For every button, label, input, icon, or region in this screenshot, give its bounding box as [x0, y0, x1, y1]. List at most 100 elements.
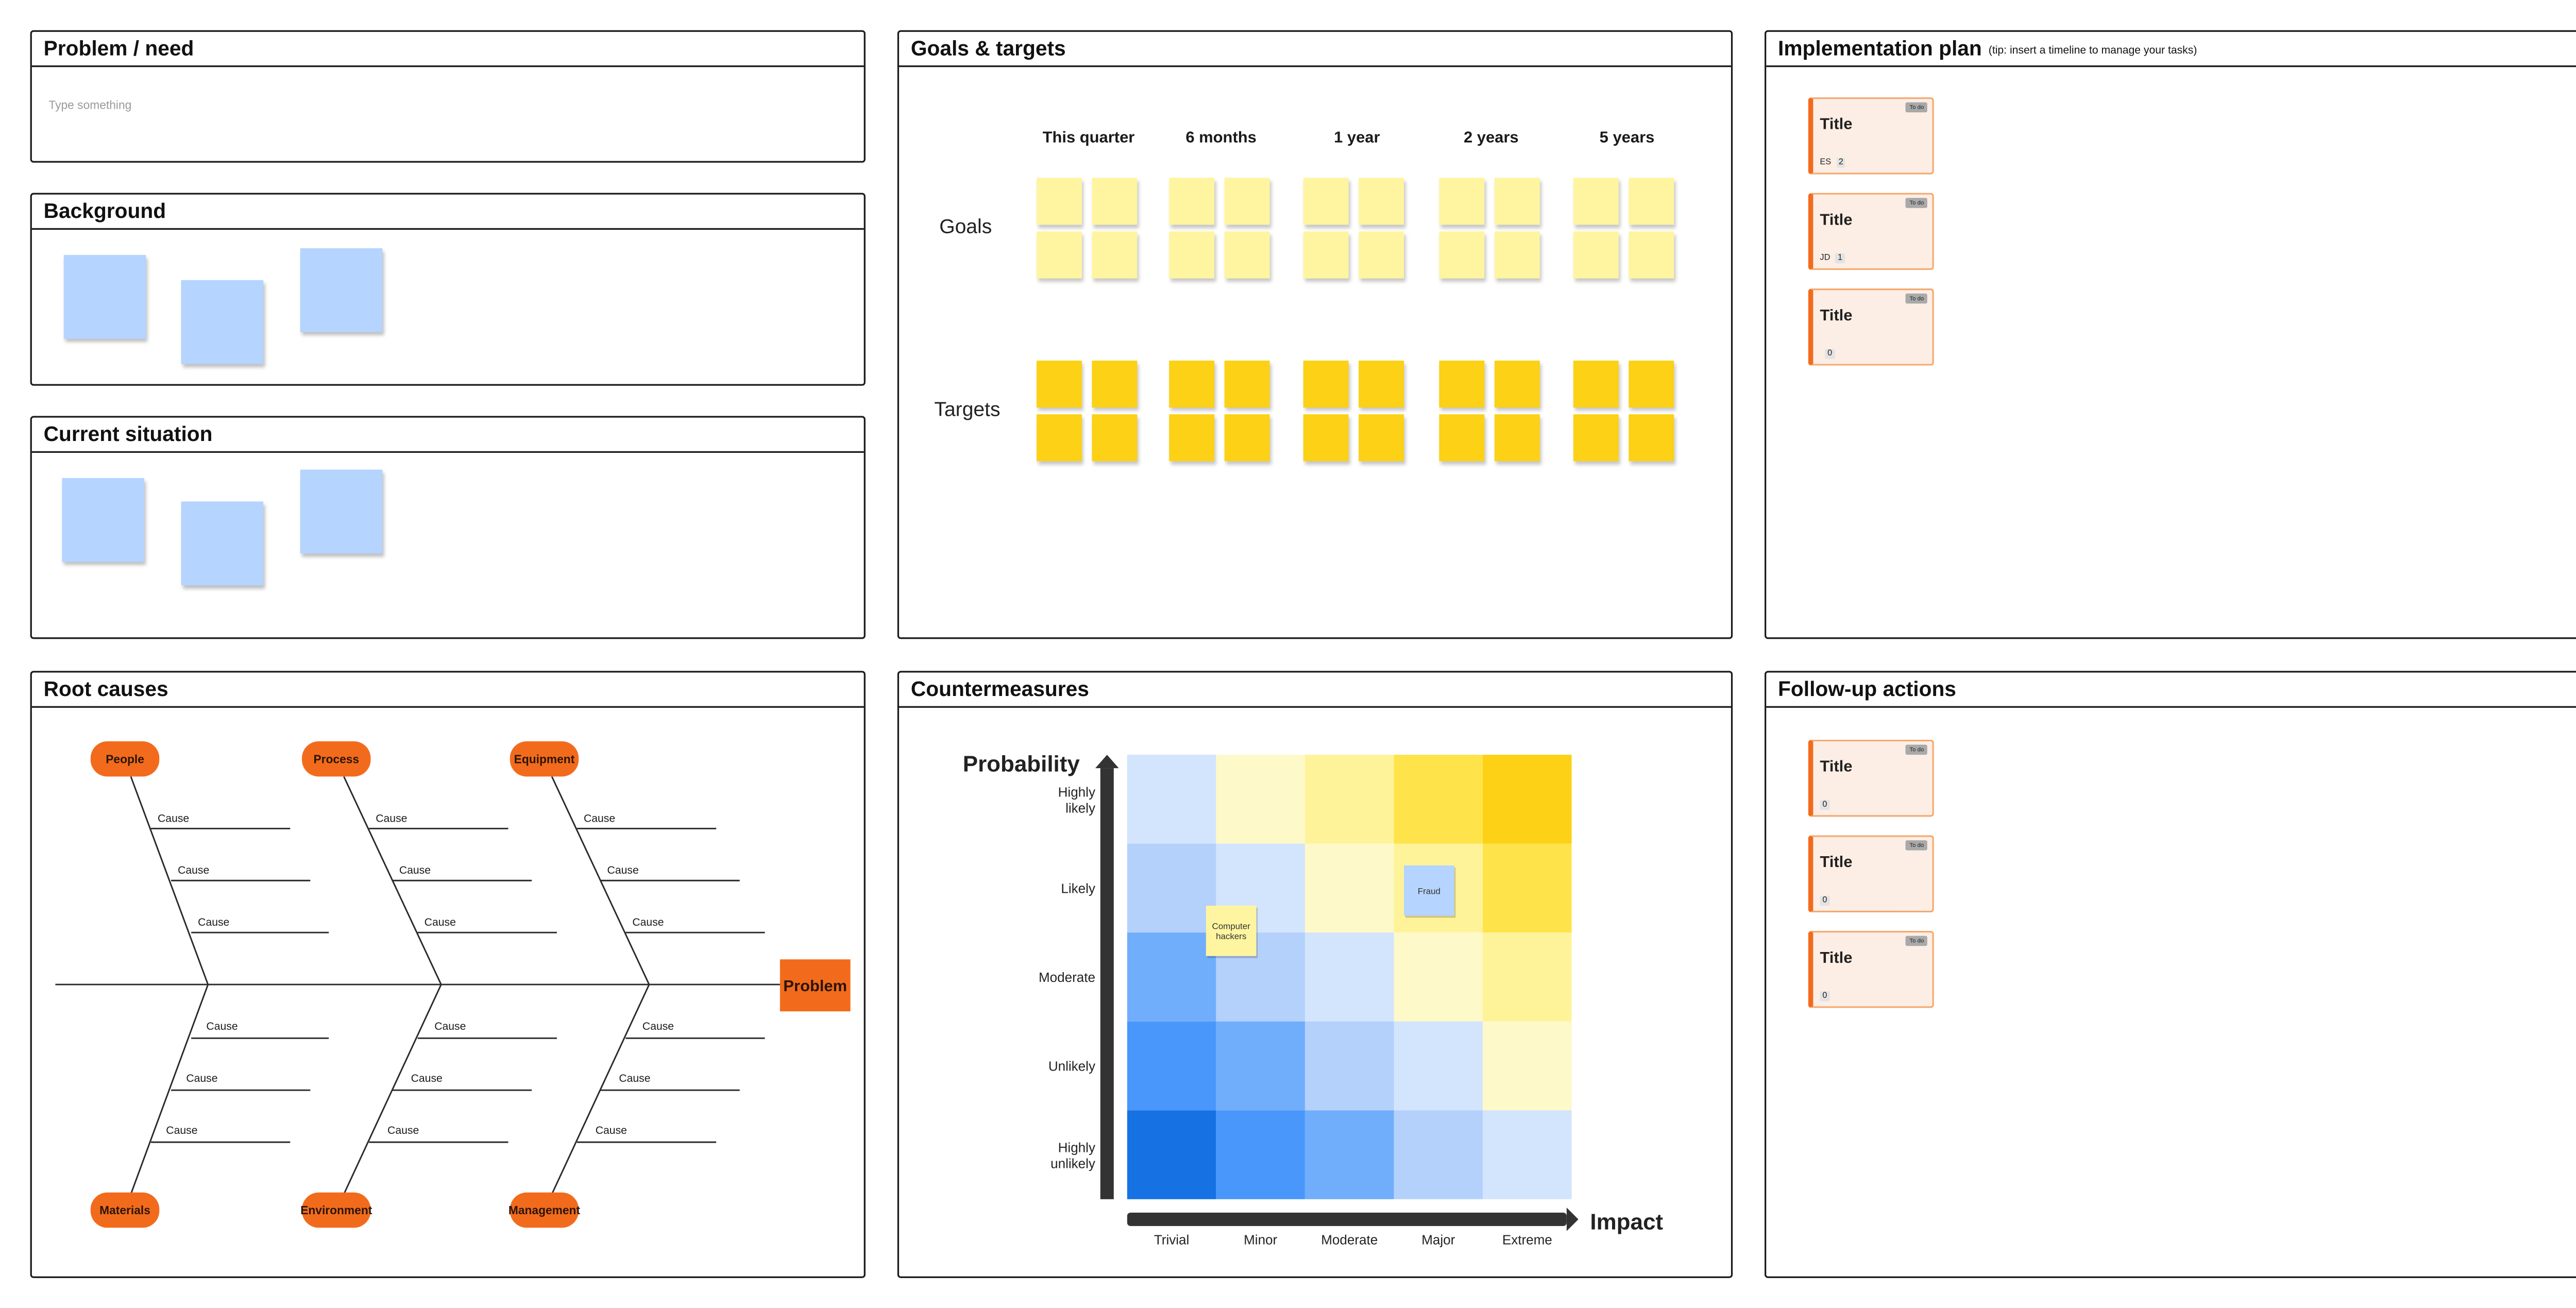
cause-label[interactable]: Cause [198, 916, 229, 928]
sticky-note[interactable] [62, 478, 144, 562]
cause-label[interactable]: Cause [166, 1125, 197, 1136]
cause-label[interactable]: Cause [632, 916, 664, 928]
cause-label[interactable]: Cause [596, 1125, 627, 1136]
sticky-note[interactable] [181, 501, 264, 586]
sticky-note[interactable] [1169, 414, 1215, 462]
cause-label[interactable]: Cause [399, 864, 431, 876]
sticky-note[interactable] [1303, 360, 1349, 408]
sticky-note[interactable] [1224, 414, 1270, 462]
category-pill[interactable] [302, 1192, 371, 1228]
cause-label[interactable]: Cause [178, 864, 209, 876]
task-card[interactable]: To do Title 0 [1808, 930, 1934, 1008]
root-causes-panel: Root causes [30, 671, 866, 1278]
cause-label[interactable]: Cause [387, 1125, 419, 1136]
sticky-note[interactable] [1092, 360, 1138, 408]
sticky-note[interactable] [1629, 178, 1674, 225]
sticky-note[interactable] [1439, 360, 1485, 408]
cause-label[interactable]: Cause [425, 916, 456, 928]
assignee-initials[interactable]: JD [1820, 253, 1831, 264]
sticky-note[interactable] [1494, 414, 1540, 462]
sticky-note[interactable] [1092, 414, 1138, 462]
impact-tick-label: Major [1421, 1232, 1455, 1248]
sticky-note[interactable] [1359, 178, 1404, 225]
sticky-note[interactable] [1224, 231, 1270, 279]
sticky-note[interactable] [1439, 231, 1485, 279]
sticky-note[interactable] [63, 254, 146, 339]
cause-label[interactable]: Cause [434, 1021, 466, 1032]
task-card[interactable]: To do Title JD 1 [1808, 193, 1934, 270]
sticky-note[interactable] [1169, 360, 1215, 408]
status-badge[interactable]: To do [1906, 840, 1927, 851]
task-card[interactable]: To do Title 0 [1808, 835, 1934, 913]
sticky-note[interactable] [1494, 360, 1540, 408]
sticky-note[interactable] [1303, 178, 1349, 225]
sticky-note[interactable] [1169, 231, 1215, 279]
sticky-note[interactable] [1573, 178, 1619, 225]
sticky-note[interactable] [1494, 178, 1540, 225]
impact-tick-label: Minor [1244, 1232, 1277, 1248]
category-label-materials: Materials [99, 1203, 150, 1217]
task-card[interactable]: To do Title ES 2 [1808, 97, 1934, 175]
sticky-note[interactable] [1439, 414, 1485, 462]
category-pill[interactable] [90, 1192, 160, 1228]
sticky-note[interactable] [1037, 414, 1082, 462]
note-body[interactable] [1206, 906, 1257, 956]
cause-label[interactable]: Cause [607, 864, 639, 876]
sticky-note[interactable] [1629, 360, 1674, 408]
risk-sticky-note[interactable]: Fraud [1404, 865, 1456, 918]
sticky-note[interactable] [300, 469, 383, 554]
task-card[interactable]: To do Title 0 [1808, 739, 1934, 817]
countermeasures-header: Countermeasures [899, 673, 1731, 708]
sticky-note[interactable] [181, 280, 264, 364]
sticky-note[interactable] [1573, 414, 1619, 462]
sticky-note[interactable] [1439, 178, 1485, 225]
task-card[interactable]: To do Title 0 [1808, 288, 1934, 366]
sticky-note[interactable] [1303, 231, 1349, 279]
cause-label[interactable]: Cause [158, 812, 189, 824]
note-body[interactable] [1404, 865, 1454, 916]
sticky-note[interactable] [1629, 231, 1674, 279]
category-pill[interactable] [90, 741, 160, 777]
category-pill[interactable] [510, 1192, 579, 1228]
cause-label[interactable]: Cause [584, 812, 615, 824]
sticky-note[interactable] [300, 248, 383, 332]
problem-text-placeholder[interactable]: Type something [48, 100, 132, 113]
sticky-note[interactable] [1494, 231, 1540, 279]
sticky-note[interactable] [1359, 414, 1404, 462]
goals-targets-panel: Goals & targets This quarter 6 months 1 … [897, 30, 1733, 639]
problem-head-box[interactable] [779, 959, 851, 1012]
status-badge[interactable]: To do [1906, 936, 1927, 946]
sticky-note[interactable] [1224, 178, 1270, 225]
sticky-note[interactable] [1359, 231, 1404, 279]
sticky-note[interactable] [1092, 231, 1138, 279]
sticky-note[interactable] [1573, 360, 1619, 408]
cause-label[interactable]: Cause [642, 1021, 674, 1032]
sticky-note[interactable] [1303, 414, 1349, 462]
sticky-note[interactable] [1629, 414, 1674, 462]
sticky-note[interactable] [1037, 231, 1082, 279]
category-label-people: People [106, 752, 144, 766]
cause-label[interactable]: Cause [411, 1073, 443, 1084]
sticky-note[interactable] [1037, 360, 1082, 408]
category-label-process: Process [313, 752, 359, 766]
status-badge[interactable]: To do [1906, 293, 1927, 304]
sticky-note[interactable] [1573, 231, 1619, 279]
cause-label[interactable]: Cause [206, 1021, 238, 1032]
sticky-note[interactable] [1169, 178, 1215, 225]
cause-label[interactable]: Cause [619, 1073, 650, 1084]
category-pill[interactable] [510, 741, 579, 777]
sticky-note[interactable] [1037, 178, 1082, 225]
category-pill[interactable] [302, 741, 371, 777]
status-badge[interactable]: To do [1906, 744, 1927, 755]
assignee-initials[interactable]: ES [1820, 158, 1832, 168]
status-badge[interactable]: To do [1906, 102, 1927, 113]
sticky-note[interactable] [1224, 360, 1270, 408]
status-badge[interactable]: To do [1906, 198, 1927, 208]
sticky-note[interactable] [1092, 178, 1138, 225]
sticky-note[interactable] [1359, 360, 1404, 408]
cause-label[interactable]: Cause [186, 1073, 217, 1084]
cause-label[interactable]: Cause [376, 812, 407, 824]
panel-title: Root causes [43, 677, 168, 701]
card-title: Title [1820, 949, 1853, 968]
risk-sticky-note[interactable]: Computer hackers [1206, 906, 1258, 958]
